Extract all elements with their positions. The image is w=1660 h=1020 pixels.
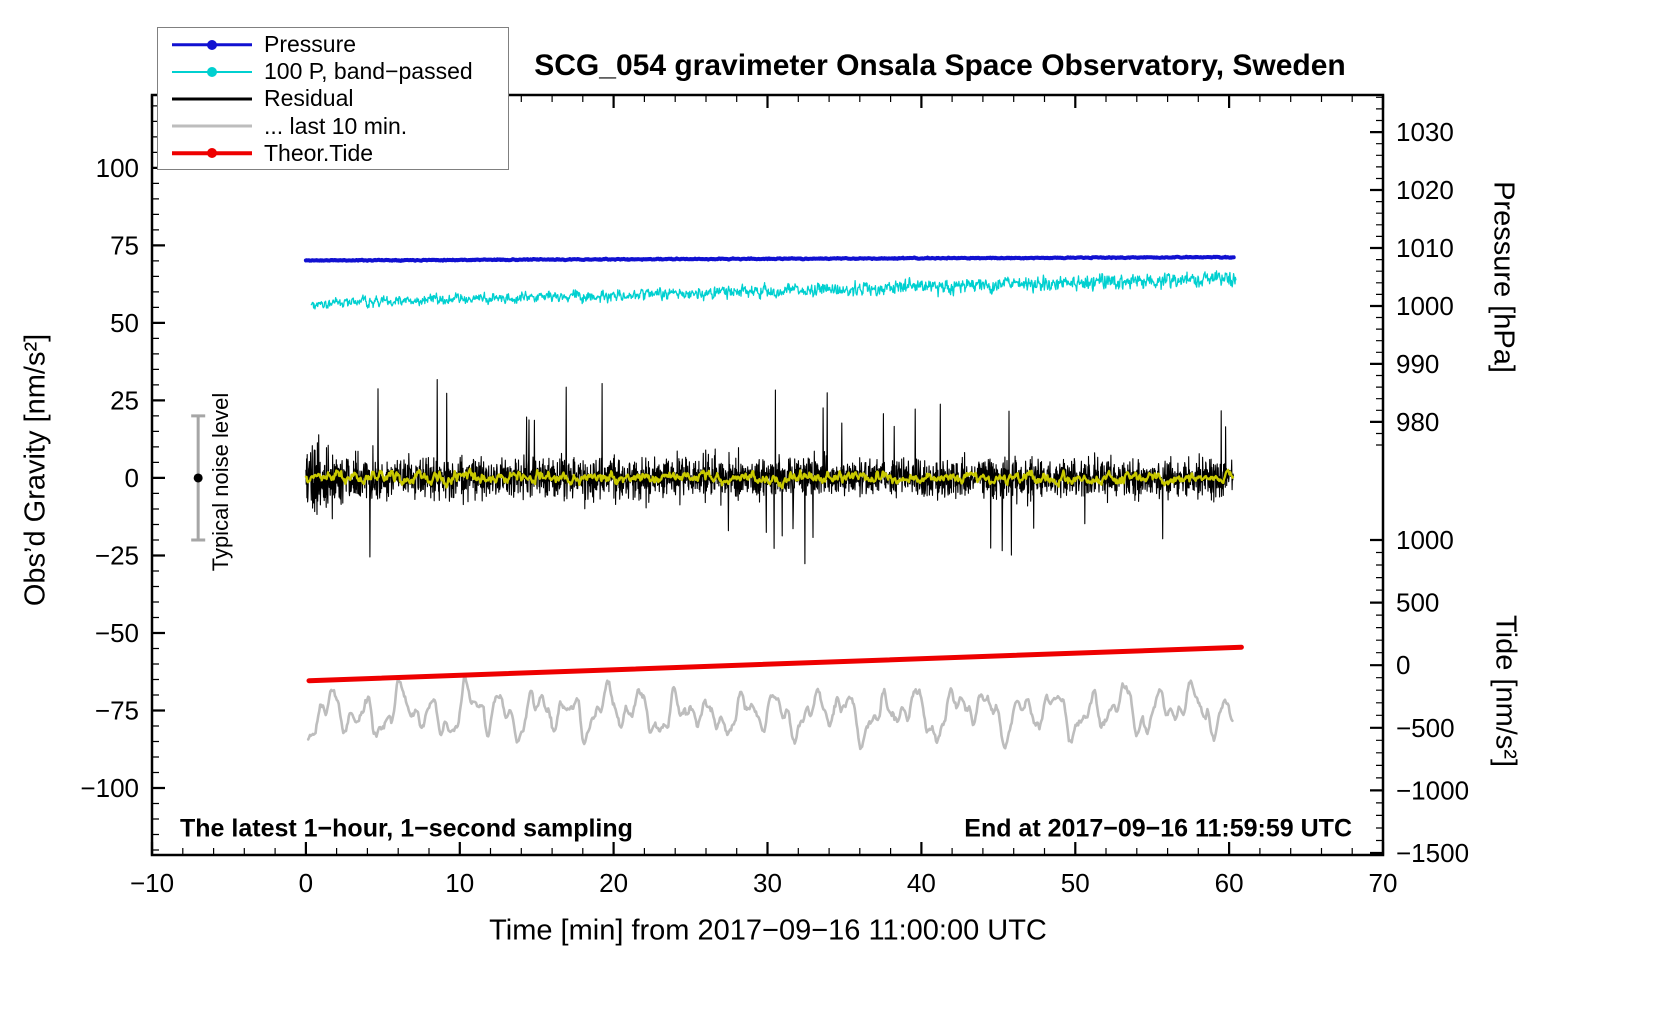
tick-label: 40 xyxy=(907,868,936,898)
tick-label: 1000 xyxy=(1396,291,1454,321)
noise-level-label: Typical noise level xyxy=(208,392,233,572)
plot-frame xyxy=(150,93,1385,857)
tick-label: 1010 xyxy=(1396,233,1454,263)
series-pressure xyxy=(303,254,1236,263)
series-pressure_bp xyxy=(310,270,1237,310)
legend-line-sample xyxy=(172,58,252,85)
legend-line-sample xyxy=(172,113,252,140)
tick-label: 20 xyxy=(599,868,628,898)
x-axis-label: Time [min] from 2017−09−16 11:00:00 UTC xyxy=(489,914,1047,947)
legend-marker-dot xyxy=(207,148,217,159)
series-theor_tide xyxy=(306,644,1244,684)
tick-label: −500 xyxy=(1396,713,1455,743)
legend-item-label: Theor.Tide xyxy=(264,139,374,166)
legend-marker-dot xyxy=(207,66,217,77)
chart-title: SCG_054 gravimeter Onsala Space Observat… xyxy=(534,49,1346,82)
tick-label: 75 xyxy=(110,230,139,260)
tick-label: 25 xyxy=(110,385,139,415)
legend: Pressure 100 P, band−passed Residual... la… xyxy=(157,27,509,170)
tick-label: −1500 xyxy=(1396,838,1469,868)
noise-marker-dot xyxy=(193,473,203,483)
legend-item-label: 100 P, band−passed xyxy=(264,58,473,85)
legend-item: Pressure xyxy=(158,31,508,58)
end-time-note: End at 2017−09−16 11:59:59 UTC xyxy=(964,814,1352,843)
tick-label: 1020 xyxy=(1396,175,1454,205)
tick-label: −75 xyxy=(95,696,139,726)
legend-line-sample xyxy=(172,140,252,167)
tide-axis-label: Tide [nm/s²] xyxy=(1489,614,1522,768)
tick-label: 0 xyxy=(299,868,313,898)
tick-label: 60 xyxy=(1215,868,1244,898)
legend-item-label: Pressure xyxy=(264,31,357,58)
tick-label: −1000 xyxy=(1396,775,1469,805)
legend-item-label: Residual xyxy=(264,85,354,112)
tick-label: 500 xyxy=(1396,588,1439,618)
legend-item: Residual xyxy=(158,85,508,112)
tick-label: 990 xyxy=(1396,349,1439,379)
legend-item: Theor.Tide xyxy=(158,140,508,167)
tick-label: −50 xyxy=(95,618,139,648)
legend-line-sample xyxy=(172,31,252,58)
tick-label: 100 xyxy=(96,153,139,183)
legend-marker-dot xyxy=(207,39,217,50)
tick-label: −25 xyxy=(95,540,139,570)
pressure-axis-label: Pressure [hPa] xyxy=(1487,181,1520,373)
tick-labels: −10 0 10 20 30 40 50 60 701007550250−25−50−75−10… xyxy=(80,117,1469,898)
legend-line-sample xyxy=(172,85,252,112)
tick-label: 30 xyxy=(753,868,782,898)
tick-label: 50 xyxy=(110,308,139,338)
noise-level-marker xyxy=(191,414,206,542)
tick-label: 0 xyxy=(1396,650,1410,680)
series-residual xyxy=(305,379,1234,565)
tick-label: 1000 xyxy=(1396,525,1454,555)
legend-item-label: ... last 10 min. xyxy=(264,112,408,139)
series-group xyxy=(303,254,1244,751)
tick-label: 1030 xyxy=(1396,117,1454,147)
tick-label: −100 xyxy=(80,773,139,803)
series-residual_last10 xyxy=(306,674,1234,751)
tick-label: 0 xyxy=(125,463,139,493)
tick-label: 70 xyxy=(1369,868,1398,898)
series-residual_filtered xyxy=(304,467,1235,490)
tick-label: 10 xyxy=(445,868,474,898)
sampling-note: The latest 1−hour, 1−second sampling xyxy=(180,814,633,843)
tick-label: −10 xyxy=(130,868,174,898)
tick-label: 50 xyxy=(1061,868,1090,898)
gravity-axis-label: Obs’d Gravity [nm/s²] xyxy=(19,333,52,607)
tick-label: 980 xyxy=(1396,407,1439,437)
legend-item: 100 P, band−passed xyxy=(158,58,508,85)
legend-item: ... last 10 min. xyxy=(158,113,508,140)
